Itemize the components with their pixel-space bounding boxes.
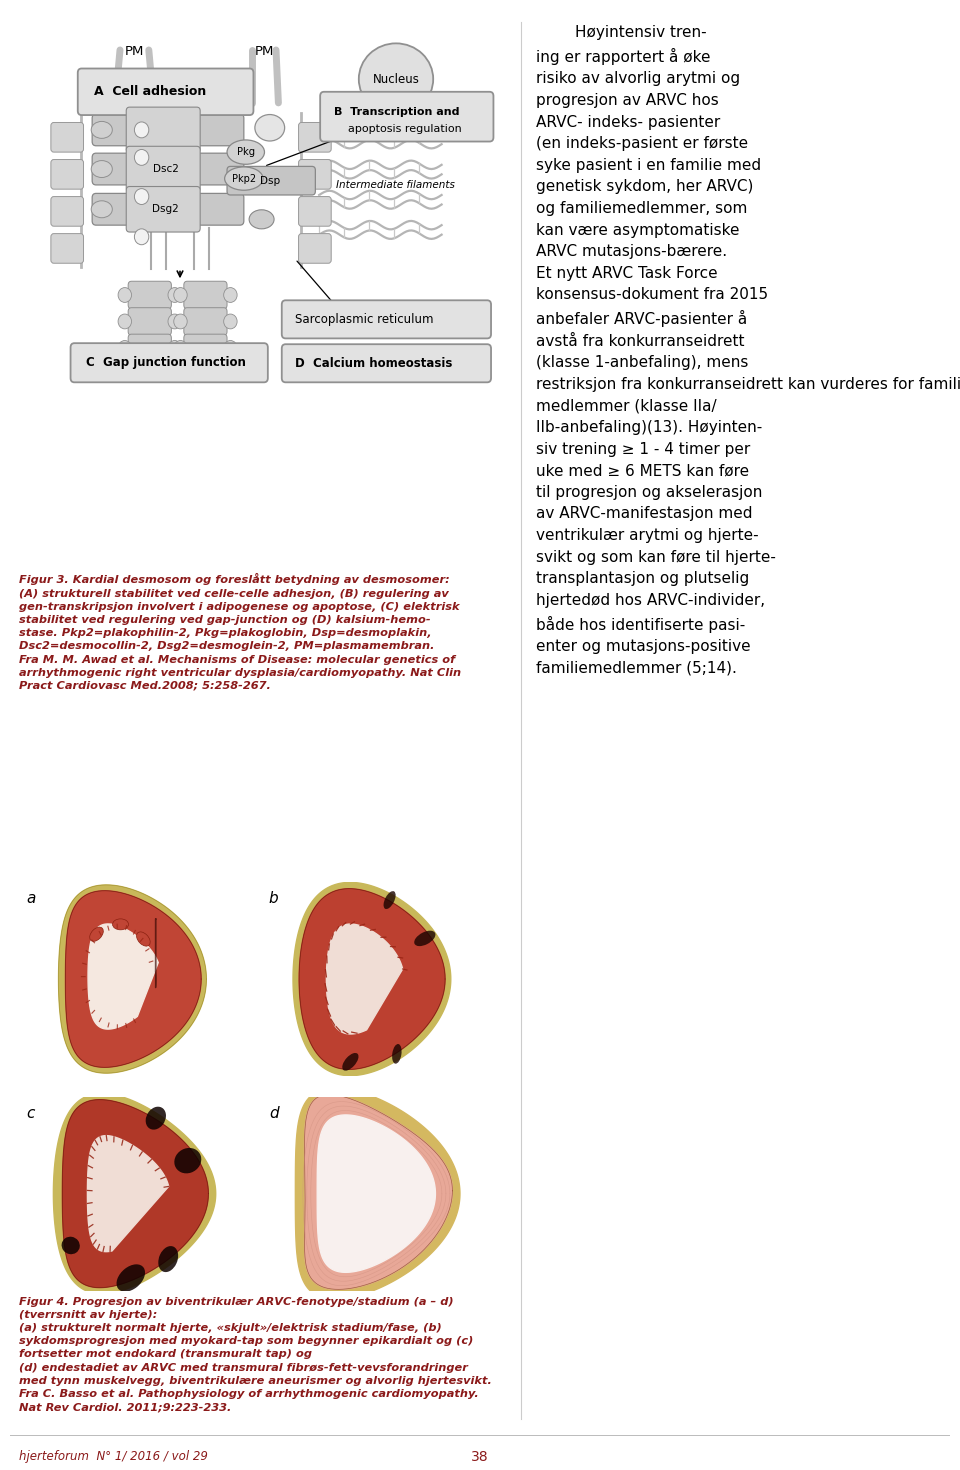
Polygon shape (88, 925, 158, 1029)
Ellipse shape (224, 288, 237, 303)
Text: apoptosis regulation: apoptosis regulation (334, 125, 462, 134)
Text: Dsc2: Dsc2 (153, 165, 179, 173)
Text: D  Calcium homeostasis: D Calcium homeostasis (296, 357, 452, 369)
Ellipse shape (224, 341, 237, 356)
Polygon shape (296, 1088, 460, 1299)
FancyBboxPatch shape (129, 281, 172, 309)
FancyBboxPatch shape (321, 91, 493, 141)
Text: c: c (26, 1105, 35, 1122)
Polygon shape (59, 885, 206, 1073)
Ellipse shape (134, 122, 149, 138)
Ellipse shape (225, 168, 263, 190)
Ellipse shape (359, 44, 433, 115)
Text: Sarcoplasmic reticulum: Sarcoplasmic reticulum (296, 313, 434, 326)
Text: A  Cell adhesion: A Cell adhesion (94, 85, 205, 98)
Ellipse shape (392, 1044, 401, 1064)
Text: b: b (269, 891, 278, 907)
FancyBboxPatch shape (51, 122, 84, 151)
Ellipse shape (116, 1264, 145, 1292)
Ellipse shape (224, 315, 237, 329)
Ellipse shape (255, 115, 285, 141)
FancyBboxPatch shape (282, 344, 492, 382)
FancyBboxPatch shape (92, 194, 244, 225)
Ellipse shape (118, 288, 132, 303)
FancyBboxPatch shape (51, 160, 84, 190)
FancyBboxPatch shape (228, 166, 315, 196)
Text: C  Gap junction function: C Gap junction function (86, 356, 247, 369)
Ellipse shape (91, 122, 112, 138)
Ellipse shape (175, 1148, 202, 1173)
Text: Figur 3. Kardial desmosom og foreslått betydning av desmosomer:
(A) strukturell : Figur 3. Kardial desmosom og foreslått b… (19, 573, 462, 691)
FancyBboxPatch shape (282, 300, 492, 338)
FancyBboxPatch shape (71, 343, 268, 382)
Polygon shape (65, 891, 202, 1067)
Text: Høyintensiv tren-
ing er rapportert å øke
risiko av alvorlig arytmi og
progresjo: Høyintensiv tren- ing er rapportert å øk… (536, 25, 960, 676)
Text: PM: PM (254, 44, 274, 57)
Text: Nucleus: Nucleus (372, 72, 420, 85)
Ellipse shape (112, 919, 129, 931)
FancyBboxPatch shape (299, 160, 331, 190)
Polygon shape (54, 1094, 216, 1294)
Text: hjerteforum  N° 1/ 2016 / vol 29: hjerteforum N° 1/ 2016 / vol 29 (19, 1451, 208, 1463)
Ellipse shape (158, 1247, 179, 1272)
Text: Dsp: Dsp (260, 176, 279, 185)
FancyBboxPatch shape (51, 197, 84, 226)
FancyBboxPatch shape (51, 234, 84, 263)
Text: a: a (26, 891, 36, 907)
Ellipse shape (250, 210, 275, 229)
Ellipse shape (134, 229, 149, 244)
Text: Pkp2: Pkp2 (231, 173, 256, 184)
Ellipse shape (118, 341, 132, 356)
Text: PM: PM (125, 44, 144, 57)
Ellipse shape (91, 160, 112, 178)
Ellipse shape (118, 315, 132, 329)
FancyBboxPatch shape (299, 122, 331, 151)
Polygon shape (304, 1095, 452, 1289)
Polygon shape (62, 1100, 208, 1288)
FancyBboxPatch shape (129, 307, 172, 335)
Ellipse shape (134, 188, 149, 204)
FancyBboxPatch shape (127, 187, 201, 232)
FancyBboxPatch shape (184, 307, 228, 335)
Ellipse shape (136, 932, 150, 947)
Polygon shape (293, 882, 451, 1076)
Text: 38: 38 (471, 1449, 489, 1464)
Text: B  Transcription and: B Transcription and (334, 107, 459, 118)
Ellipse shape (168, 341, 181, 356)
FancyBboxPatch shape (184, 334, 228, 362)
Polygon shape (300, 889, 445, 1069)
Ellipse shape (174, 288, 187, 303)
Ellipse shape (343, 1053, 358, 1070)
Text: Dsg2: Dsg2 (153, 204, 179, 215)
Ellipse shape (91, 201, 112, 218)
Ellipse shape (89, 928, 104, 941)
Text: Pkg: Pkg (237, 147, 254, 157)
Text: Figur 4. Progresjon av biventrikulær ARVC-fenotype/stadium (a – d)
(tverrsnitt a: Figur 4. Progresjon av biventrikulær ARV… (19, 1297, 492, 1413)
FancyBboxPatch shape (127, 147, 201, 191)
FancyBboxPatch shape (127, 107, 201, 153)
Text: d: d (269, 1105, 278, 1122)
Ellipse shape (414, 931, 436, 947)
FancyBboxPatch shape (92, 115, 244, 146)
Ellipse shape (174, 341, 187, 356)
Ellipse shape (168, 315, 181, 329)
FancyBboxPatch shape (299, 197, 331, 226)
Ellipse shape (228, 140, 265, 165)
Ellipse shape (168, 288, 181, 303)
Ellipse shape (61, 1236, 80, 1254)
Ellipse shape (174, 315, 187, 329)
Ellipse shape (384, 891, 396, 908)
Ellipse shape (134, 150, 149, 165)
FancyBboxPatch shape (184, 281, 228, 309)
FancyBboxPatch shape (92, 153, 244, 185)
Polygon shape (87, 1136, 169, 1251)
Text: Intermediate filaments: Intermediate filaments (336, 179, 455, 190)
Polygon shape (326, 925, 402, 1033)
FancyBboxPatch shape (299, 234, 331, 263)
Polygon shape (317, 1114, 436, 1273)
Ellipse shape (146, 1107, 166, 1129)
FancyBboxPatch shape (78, 69, 253, 115)
FancyBboxPatch shape (129, 334, 172, 362)
